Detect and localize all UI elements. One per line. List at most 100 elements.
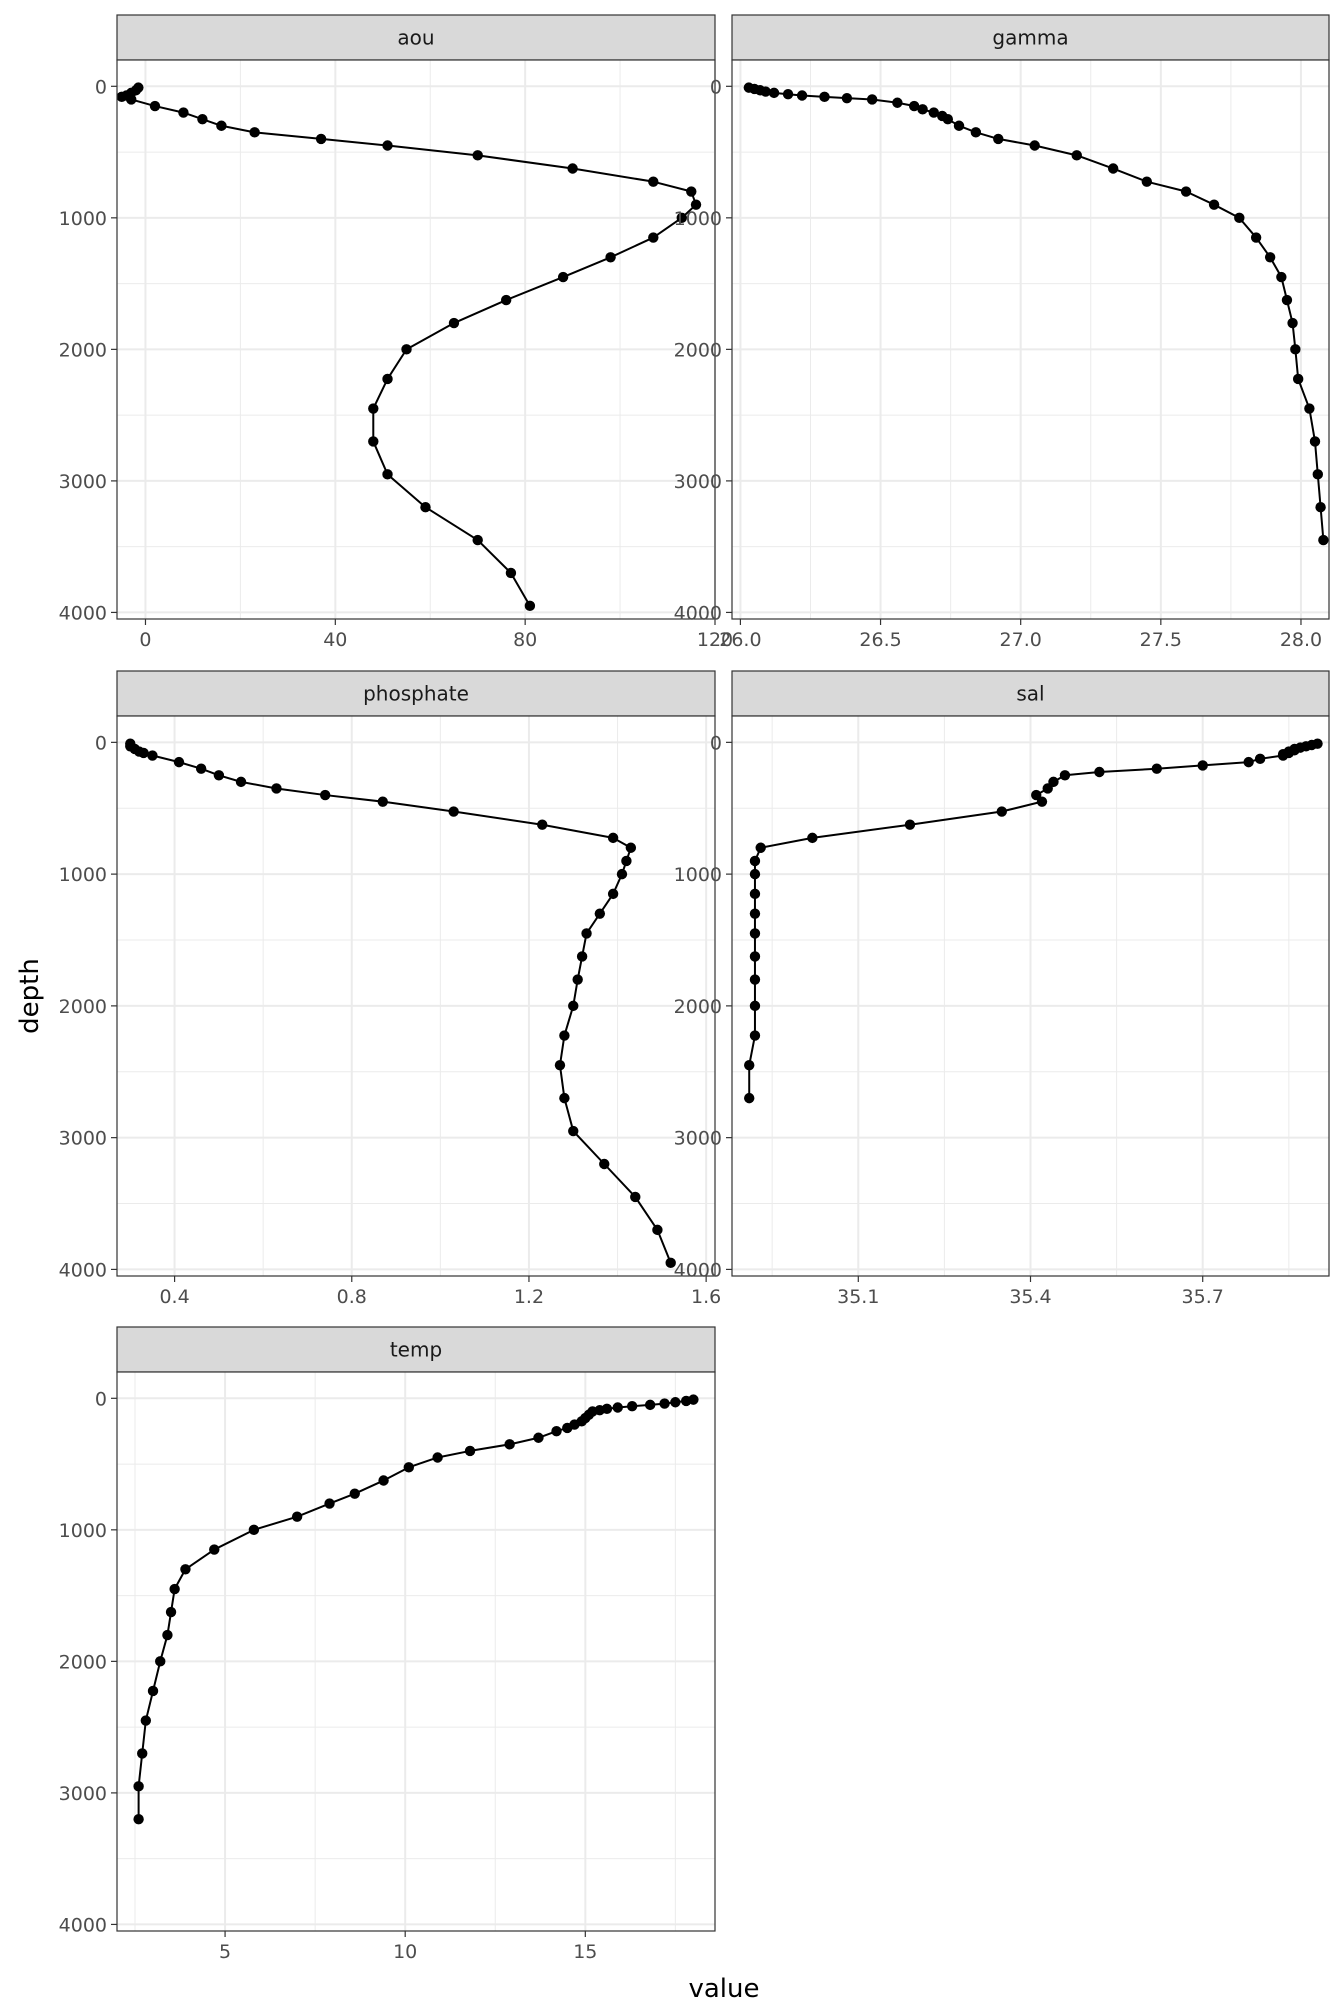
data-point bbox=[315, 133, 327, 145]
data-point bbox=[1315, 502, 1326, 513]
data-point bbox=[1180, 186, 1192, 197]
panel-phosphate: phosphate 0.4 0.8 1.2 1.6 0 1000 2000 3000 4000 bbox=[59, 670, 721, 1308]
data-point bbox=[572, 974, 583, 985]
data-point bbox=[1276, 271, 1287, 283]
data-point bbox=[568, 1125, 579, 1137]
y-tick-label: 3000 bbox=[674, 471, 722, 493]
x-tick-label: 27.0 bbox=[1000, 629, 1042, 651]
y-tick-label: 1000 bbox=[59, 1520, 107, 1542]
data-point bbox=[676, 212, 687, 224]
data-point bbox=[594, 908, 606, 919]
y-tick-label: 4000 bbox=[59, 1259, 107, 1281]
strip-label-sal: sal bbox=[1016, 682, 1044, 706]
data-point bbox=[607, 832, 619, 844]
data-point bbox=[581, 928, 592, 939]
data-point bbox=[749, 1030, 761, 1041]
data-point bbox=[448, 806, 459, 817]
data-point bbox=[559, 1030, 570, 1041]
x-tick-label: 35.1 bbox=[837, 1286, 879, 1308]
y-tick-label: 3000 bbox=[59, 471, 107, 493]
panel-sal: sal 35.1 35.4 35.7 0 1000 2000 3000 4000 bbox=[674, 670, 1330, 1308]
data-point bbox=[686, 186, 697, 197]
panel-gamma: gamma 26.0 26.5 27.0 27.5 28.0 0 1000 2000 3000 40… bbox=[674, 14, 1330, 651]
data-point bbox=[1277, 750, 1289, 761]
x-tick-label: 15 bbox=[573, 1941, 597, 1963]
strip-label-temp: temp bbox=[390, 1338, 442, 1362]
data-point bbox=[749, 974, 761, 985]
data-point bbox=[970, 127, 982, 138]
data-point bbox=[382, 373, 393, 385]
data-point bbox=[137, 1748, 148, 1759]
data-point bbox=[1254, 753, 1266, 765]
strip-label-aou: aou bbox=[397, 26, 434, 50]
x-tick-label: 35.7 bbox=[1182, 1286, 1224, 1308]
data-point bbox=[942, 113, 954, 125]
data-point bbox=[382, 469, 393, 480]
data-point bbox=[464, 1445, 476, 1457]
data-point bbox=[749, 951, 761, 962]
data-point bbox=[195, 763, 207, 774]
data-point bbox=[648, 232, 659, 243]
data-point bbox=[644, 1399, 656, 1411]
data-point bbox=[1318, 534, 1329, 546]
data-point bbox=[1029, 140, 1040, 151]
y-tick-label: 1000 bbox=[674, 208, 722, 230]
data-point bbox=[568, 1000, 579, 1012]
data-point bbox=[500, 294, 512, 306]
y-tick-label: 2000 bbox=[59, 1651, 107, 1673]
x-tick-label: 35.4 bbox=[1009, 1286, 1051, 1308]
strip-header bbox=[116, 14, 716, 61]
data-point bbox=[557, 271, 569, 283]
data-point bbox=[621, 855, 632, 867]
data-point bbox=[551, 1425, 562, 1437]
data-point bbox=[953, 120, 965, 131]
data-point bbox=[1036, 796, 1048, 807]
data-point bbox=[1281, 294, 1293, 306]
data-point bbox=[744, 1092, 755, 1104]
data-point bbox=[162, 1629, 173, 1641]
panel-aou: aou 0 40 80 120 0 1000 2000 3000 4000 bbox=[59, 14, 733, 651]
panel-border bbox=[731, 59, 1330, 620]
panel-border bbox=[116, 715, 716, 1277]
data-point bbox=[377, 796, 388, 807]
x-axis-title: value bbox=[688, 1974, 759, 2004]
data-point bbox=[213, 770, 225, 781]
data-point bbox=[599, 1158, 610, 1170]
data-point bbox=[1250, 232, 1262, 243]
data-point bbox=[576, 951, 588, 962]
data-point bbox=[235, 776, 247, 788]
y-tick-label: 3000 bbox=[59, 1783, 107, 1805]
x-tick-label: 0.4 bbox=[159, 1286, 189, 1308]
data-point bbox=[505, 567, 517, 579]
data-point bbox=[197, 113, 208, 125]
data-point bbox=[612, 1402, 623, 1413]
data-point bbox=[1094, 766, 1105, 778]
data-point bbox=[1243, 756, 1254, 768]
data-point bbox=[1292, 373, 1304, 385]
data-point bbox=[349, 1488, 360, 1499]
data-point bbox=[1309, 436, 1321, 447]
data-point bbox=[819, 91, 830, 103]
data-point bbox=[291, 1511, 303, 1522]
data-point bbox=[690, 199, 702, 210]
data-point bbox=[420, 502, 431, 513]
data-point bbox=[841, 92, 853, 104]
panel-background bbox=[117, 1372, 715, 1931]
y-tick-label: 4000 bbox=[59, 1914, 107, 1936]
data-point bbox=[249, 127, 260, 138]
y-tick-label: 1000 bbox=[59, 864, 107, 886]
data-point bbox=[524, 600, 536, 612]
data-point bbox=[324, 1498, 335, 1509]
data-point bbox=[504, 1439, 515, 1450]
y-tick-label: 2000 bbox=[59, 996, 107, 1018]
data-point bbox=[616, 868, 628, 880]
data-point bbox=[665, 1257, 676, 1269]
y-tick-label: 4000 bbox=[674, 1259, 722, 1281]
data-point bbox=[866, 94, 878, 105]
y-tick-label: 2000 bbox=[59, 339, 107, 361]
panel-temp: temp 5 10 15 0 1000 2000 3000 4000 bbox=[59, 1326, 716, 1963]
data-point bbox=[378, 1475, 389, 1486]
data-point bbox=[768, 87, 780, 99]
data-point bbox=[749, 888, 761, 900]
data-point bbox=[209, 1544, 220, 1555]
